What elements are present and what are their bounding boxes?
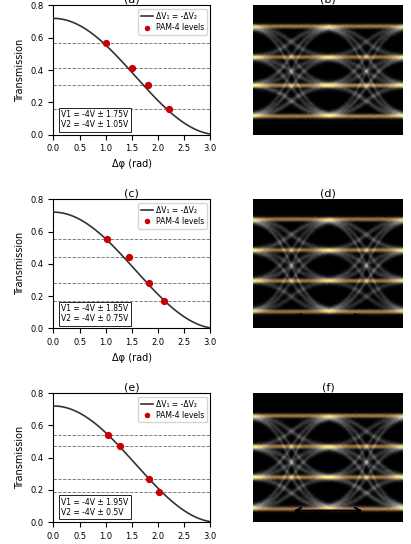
Point <box>117 442 124 450</box>
Y-axis label: Transmission: Transmission <box>15 39 25 102</box>
Title: (d): (d) <box>320 188 336 199</box>
Point <box>161 296 168 305</box>
Y-axis label: Transmission: Transmission <box>15 426 25 489</box>
Point <box>145 475 152 484</box>
Title: (e): (e) <box>124 382 140 392</box>
X-axis label: Δφ (rad): Δφ (rad) <box>112 353 152 363</box>
Legend: ΔV₁ = -ΔV₂, PAM-4 levels: ΔV₁ = -ΔV₂, PAM-4 levels <box>139 397 207 423</box>
Point <box>104 234 110 243</box>
Y-axis label: Transmission: Transmission <box>15 232 25 295</box>
Legend: ΔV₁ = -ΔV₂, PAM-4 levels: ΔV₁ = -ΔV₂, PAM-4 levels <box>139 203 207 228</box>
Point <box>126 252 133 261</box>
Point <box>156 487 162 496</box>
Legend: ΔV₁ = -ΔV₂, PAM-4 levels: ΔV₁ = -ΔV₂, PAM-4 levels <box>139 9 207 35</box>
Text: 100 ps: 100 ps <box>312 123 344 133</box>
Text: 100 ps: 100 ps <box>312 511 344 521</box>
Point <box>105 431 112 440</box>
Text: V1 = -4V ± 1.75V
V2 = -4V ± 1.05V: V1 = -4V ± 1.75V V2 = -4V ± 1.05V <box>61 110 129 129</box>
Point <box>165 104 172 113</box>
X-axis label: Δφ (rad): Δφ (rad) <box>112 159 152 169</box>
Point <box>144 80 151 89</box>
Text: V1 = -4V ± 1.85V
V2 = -4V ± 0.75V: V1 = -4V ± 1.85V V2 = -4V ± 0.75V <box>61 304 129 323</box>
Title: (f): (f) <box>322 382 335 392</box>
Point <box>129 64 135 73</box>
Text: 100 ps: 100 ps <box>312 317 344 327</box>
Point <box>145 279 152 288</box>
Title: (c): (c) <box>125 188 139 199</box>
Text: V1 = -4V ± 1.95V
V2 = -4V ± 0.5V: V1 = -4V ± 1.95V V2 = -4V ± 0.5V <box>61 498 129 517</box>
Title: (a): (a) <box>124 0 140 5</box>
Point <box>102 38 109 47</box>
Title: (b): (b) <box>320 0 336 5</box>
